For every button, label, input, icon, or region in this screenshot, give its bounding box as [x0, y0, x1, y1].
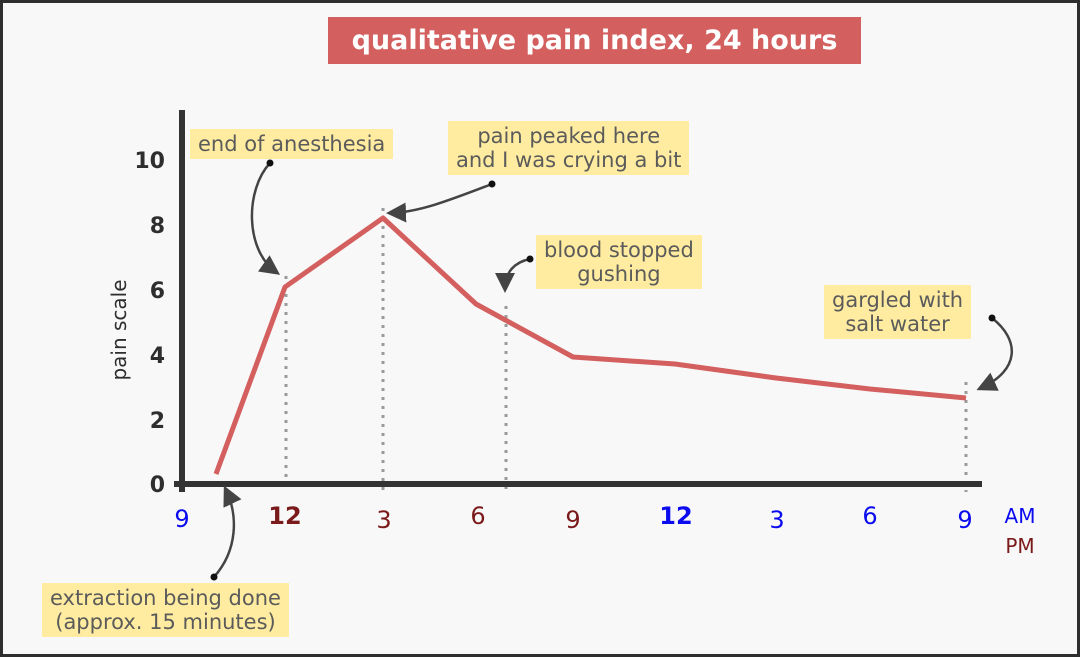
note-text: and I was crying a bit	[456, 148, 682, 172]
svg-text:9: 9	[565, 506, 580, 534]
svg-text:6: 6	[862, 502, 877, 530]
note-text: gushing	[577, 262, 661, 286]
chart-frame: qualitative pain index, 24 hours 0 2 4 6…	[3, 3, 1077, 654]
svg-text:12: 12	[659, 502, 692, 530]
svg-text:12: 12	[268, 502, 301, 530]
note-text: pain peaked here	[477, 124, 661, 148]
note-text: end of anesthesia	[198, 132, 386, 156]
legend-am: AM	[1005, 504, 1036, 528]
svg-text:6: 6	[470, 502, 485, 530]
annotation-dots	[210, 159, 996, 581]
note-text: blood stopped	[544, 238, 694, 262]
note-text: (approx. 15 minutes)	[55, 610, 276, 634]
y-axis-label: pain scale	[107, 279, 131, 380]
svg-text:3: 3	[376, 506, 391, 534]
note-extraction: extraction being done (approx. 15 minute…	[42, 583, 289, 637]
svg-text:3: 3	[769, 506, 784, 534]
pain-line	[213, 215, 967, 475]
note-pain-peak: pain peaked here and I was crying a bit	[448, 121, 690, 175]
svg-text:10: 10	[134, 149, 165, 174]
legend-pm: PM	[1005, 534, 1034, 558]
annotation-arrows	[213, 162, 1014, 578]
note-text: extraction being done	[50, 586, 281, 610]
note-blood-stopped: blood stopped gushing	[536, 235, 702, 289]
svg-text:0: 0	[150, 473, 165, 498]
note-text: salt water	[845, 312, 950, 336]
y-tick-labels: 0 2 4 6 8 10	[134, 149, 165, 498]
chart-plot: 0 2 4 6 8 10 pain scale 9 12 3 6 9 12 3 …	[107, 110, 1036, 581]
svg-text:6: 6	[150, 279, 165, 304]
note-end-of-anesthesia: end of anesthesia	[190, 129, 394, 159]
chart-title: qualitative pain index, 24 hours	[328, 17, 861, 64]
svg-text:2: 2	[150, 409, 165, 434]
note-text: gargled with	[832, 288, 964, 312]
svg-text:4: 4	[150, 344, 165, 369]
guide-lines	[284, 208, 968, 492]
svg-text:8: 8	[150, 214, 165, 239]
note-gargled: gargled with salt water	[824, 285, 972, 339]
svg-text:9: 9	[957, 506, 972, 534]
svg-text:9: 9	[174, 505, 189, 533]
x-tick-labels: 9 12 3 6 9 12 3 6 9	[174, 502, 972, 534]
